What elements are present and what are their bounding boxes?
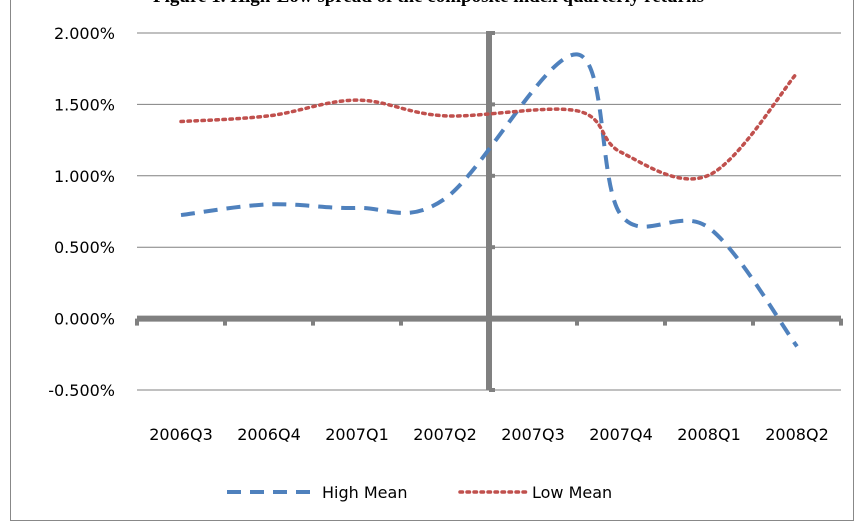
x-tick-label: 2008Q2 — [765, 425, 829, 444]
x-tick-label: 2006Q3 — [149, 425, 213, 444]
x-tick-label: 2007Q2 — [413, 425, 477, 444]
y-tick-label: 0.500% — [54, 238, 115, 257]
legend-label-0: High Mean — [322, 483, 407, 502]
x-tick-label: 2006Q4 — [237, 425, 301, 444]
y-tick-label: 2.000% — [54, 24, 115, 43]
y-tick-label: 1.500% — [54, 95, 115, 114]
x-tick-label: 2008Q1 — [677, 425, 741, 444]
chart-frame — [10, 0, 854, 521]
y-tick-label: 1.000% — [54, 167, 115, 186]
legend: High Mean Low Mean — [227, 483, 612, 502]
x-tick-label: 2007Q4 — [589, 425, 653, 444]
x-tick-label: 2007Q1 — [325, 425, 389, 444]
legend-label-1: Low Mean — [532, 483, 612, 502]
x-tick-label: 2007Q3 — [501, 425, 565, 444]
series-lines — [179, 52, 799, 348]
axes — [135, 31, 843, 392]
y-tick-label: 0.000% — [54, 310, 115, 329]
y-tick-label: -0.500% — [48, 381, 115, 400]
tick-labels: -0.500% 0.000% 0.500% 1.000% 1.500% 2.000% 200… — [48, 24, 829, 444]
chart-title: Figure 1. High-Low spread of the composi… — [0, 0, 857, 8]
series-line-0 — [180, 52, 799, 348]
